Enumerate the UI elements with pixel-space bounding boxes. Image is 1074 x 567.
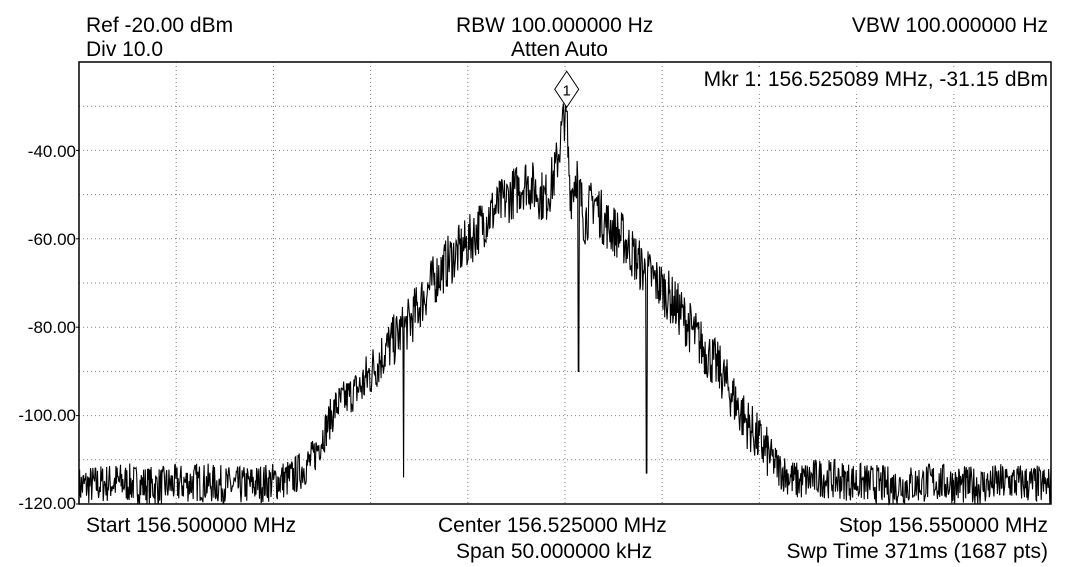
- y-tick-label: -80.00: [27, 318, 76, 337]
- plot-frame: [78, 61, 1052, 505]
- marker-layer: 1: [554, 70, 580, 109]
- spectrum-trace: [78, 95, 1052, 506]
- ref-level-label: Ref -20.00 dBm: [86, 14, 234, 37]
- marker-number: 1: [563, 82, 571, 99]
- plot-grid: [76, 62, 1051, 505]
- vbw-label: VBW 100.000000 Hz: [851, 14, 1048, 37]
- y-tick-label: -100.00: [18, 406, 76, 425]
- rbw-label: RBW 100.000000 Hz: [456, 14, 654, 37]
- stop-freq-label: Stop 156.550000 MHz: [839, 514, 1048, 537]
- atten-label: Atten Auto: [511, 38, 608, 61]
- marker-diamond[interactable]: [554, 70, 580, 109]
- y-tick-label: -40.00: [27, 142, 76, 161]
- div-label: Div 10.0: [86, 38, 164, 61]
- center-freq-label: Center 156.525000 MHz: [438, 514, 667, 537]
- y-tick-label: -120.00: [18, 494, 76, 513]
- y-tick-label: -60.00: [27, 230, 76, 249]
- start-freq-label: Start 156.500000 MHz: [86, 514, 297, 537]
- trace-layer: [78, 95, 1052, 506]
- marker-readout: Mkr 1: 156.525089 MHz, -31.15 dBm: [703, 68, 1048, 92]
- sweep-time-label: Swp Time 371ms (1687 pts): [786, 540, 1048, 563]
- span-label: Span 50.000000 kHz: [456, 540, 653, 563]
